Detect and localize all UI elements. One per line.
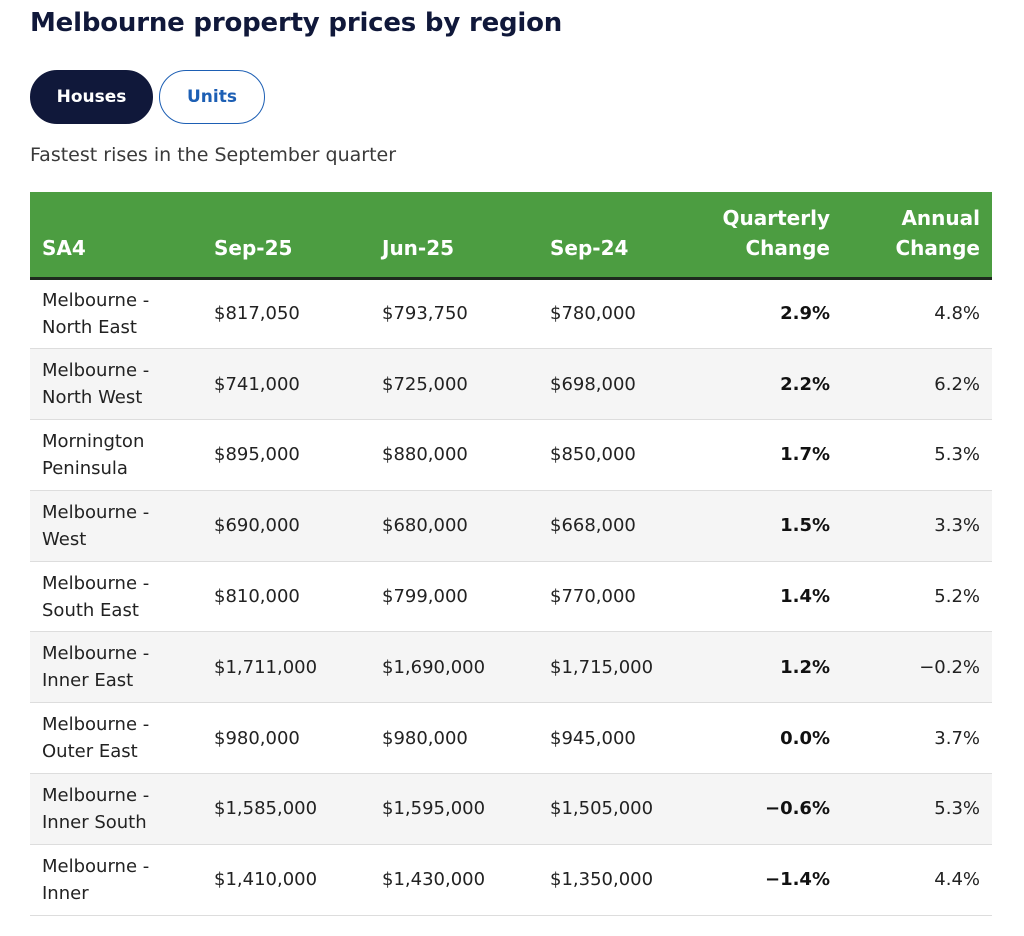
- region-cell: Melbourne - South East: [30, 561, 202, 632]
- region-line1: Melbourne -: [42, 643, 150, 665]
- region-cell: Melbourne - North West: [30, 349, 202, 420]
- sep-25-cell: $741,000: [214, 373, 300, 395]
- header-quarterly-line1: Quarterly: [722, 205, 830, 230]
- property-type-toggle: Houses Units: [30, 70, 992, 124]
- region-line1: Melbourne -: [42, 572, 150, 594]
- table-row: Melbourne - Inner South $1,585,000 $1,595…: [30, 773, 992, 845]
- region-line2: North East: [42, 316, 137, 338]
- content-container: Melbourne property prices by region Hous…: [30, 8, 992, 916]
- annual-change-cell: 5.3%: [934, 444, 980, 466]
- region-line2: Peninsula: [42, 457, 128, 479]
- header-annual-change: Annual Change: [842, 192, 992, 280]
- header-sep-24: Sep-24: [538, 192, 706, 280]
- sep-24-cell: $668,000: [550, 515, 636, 537]
- units-button[interactable]: Units: [159, 70, 265, 124]
- jun-25-cell: $1,595,000: [382, 798, 486, 820]
- jun-25-cell: $880,000: [382, 444, 468, 466]
- sep-24-cell: $1,350,000: [550, 869, 654, 891]
- region-cell: Melbourne - North East: [30, 278, 202, 349]
- quarterly-change-cell: −0.6%: [764, 798, 830, 820]
- annual-change-cell: 4.8%: [934, 303, 980, 325]
- annual-change-cell: 5.2%: [934, 586, 980, 608]
- annual-change-cell: 3.3%: [934, 515, 980, 537]
- table-row: Melbourne - North West $741,000 $725,000 …: [30, 348, 992, 420]
- annual-change-cell: −0.2%: [919, 656, 980, 678]
- table-row: Melbourne - West $690,000 $680,000 $668,0…: [30, 490, 992, 562]
- annual-change-cell: 4.4%: [934, 869, 980, 891]
- quarterly-change-cell: 1.2%: [780, 656, 830, 678]
- table-row: Melbourne - Inner East $1,711,000 $1,690,…: [30, 631, 992, 703]
- table-header-row: SA4 Sep-25 Jun-25 Sep-24 Quarterly Change…: [30, 192, 992, 280]
- region-cell: Melbourne - Inner: [30, 844, 202, 915]
- sep-24-cell: $780,000: [550, 303, 636, 325]
- region-line1: Melbourne -: [42, 714, 150, 736]
- region-line2: Outer East: [42, 741, 138, 763]
- houses-button[interactable]: Houses: [30, 70, 153, 124]
- quarterly-change-cell: 1.7%: [780, 444, 830, 466]
- region-cell: Mornington Peninsula: [30, 420, 202, 491]
- quarterly-change-cell: −1.4%: [764, 869, 830, 891]
- header-annual-line2: Change: [895, 235, 980, 260]
- header-quarterly-line2: Change: [745, 235, 830, 260]
- region-line1: Mornington: [42, 430, 145, 452]
- table-row: Mornington Peninsula $895,000 $880,000 $8…: [30, 420, 992, 491]
- region-line1: Melbourne -: [42, 784, 150, 806]
- region-line2: Inner: [42, 882, 89, 904]
- sep-25-cell: $810,000: [214, 586, 300, 608]
- sep-24-cell: $770,000: [550, 586, 636, 608]
- jun-25-cell: $1,690,000: [382, 656, 486, 678]
- region-cell: Melbourne - Inner East: [30, 632, 202, 703]
- region-line1: Melbourne -: [42, 855, 150, 877]
- jun-25-cell: $1,430,000: [382, 869, 486, 891]
- quarterly-change-cell: 0.0%: [780, 727, 830, 749]
- annual-change-cell: 5.3%: [934, 798, 980, 820]
- table-row: Melbourne - South East $810,000 $799,000 …: [30, 561, 992, 632]
- region-line1: Melbourne -: [42, 501, 150, 523]
- table-row: Melbourne - Inner $1,410,000 $1,430,000 $…: [30, 844, 992, 916]
- region-cell: Melbourne - West: [30, 490, 202, 561]
- quarterly-change-cell: 2.2%: [780, 373, 830, 395]
- sep-24-cell: $1,715,000: [550, 656, 654, 678]
- header-sep-25: Sep-25: [202, 192, 370, 280]
- sep-24-cell: $850,000: [550, 444, 636, 466]
- prices-table: SA4 Sep-25 Jun-25 Sep-24 Quarterly Change…: [30, 192, 992, 916]
- header-quarterly-change: Quarterly Change: [706, 192, 842, 280]
- region-line2: West: [42, 528, 87, 550]
- header-sa4: SA4: [30, 192, 202, 280]
- annual-change-cell: 3.7%: [934, 727, 980, 749]
- quarterly-change-cell: 1.4%: [780, 586, 830, 608]
- jun-25-cell: $793,750: [382, 303, 468, 325]
- sep-25-cell: $1,585,000: [214, 798, 318, 820]
- table-subtitle: Fastest rises in the September quarter: [30, 144, 397, 166]
- sep-24-cell: $1,505,000: [550, 798, 654, 820]
- sep-24-cell: $945,000: [550, 727, 636, 749]
- quarterly-change-cell: 2.9%: [780, 303, 830, 325]
- region-line1: Melbourne -: [42, 360, 150, 382]
- header-jun-25: Jun-25: [370, 192, 538, 280]
- header-annual-line1: Annual: [901, 205, 980, 230]
- sep-25-cell: $980,000: [214, 727, 300, 749]
- region-line2: South East: [42, 599, 139, 621]
- jun-25-cell: $680,000: [382, 515, 468, 537]
- jun-25-cell: $725,000: [382, 373, 468, 395]
- sep-25-cell: $1,711,000: [214, 656, 318, 678]
- region-line2: Inner East: [42, 670, 134, 692]
- table-row: Melbourne - North East $817,050 $793,750 …: [30, 278, 992, 349]
- sep-24-cell: $698,000: [550, 373, 636, 395]
- sep-25-cell: $895,000: [214, 444, 300, 466]
- region-cell: Melbourne - Outer East: [30, 703, 202, 774]
- page-title: Melbourne property prices by region: [30, 8, 563, 38]
- sep-25-cell: $690,000: [214, 515, 300, 537]
- quarterly-change-cell: 1.5%: [780, 515, 830, 537]
- jun-25-cell: $799,000: [382, 586, 468, 608]
- region-line2: Inner South: [42, 811, 147, 833]
- region-line1: Melbourne -: [42, 289, 150, 311]
- annual-change-cell: 6.2%: [934, 373, 980, 395]
- sep-25-cell: $1,410,000: [214, 869, 318, 891]
- sep-25-cell: $817,050: [214, 303, 300, 325]
- jun-25-cell: $980,000: [382, 727, 468, 749]
- table-row: Melbourne - Outer East $980,000 $980,000 …: [30, 703, 992, 774]
- region-cell: Melbourne - Inner South: [30, 774, 202, 845]
- region-line2: North West: [42, 387, 143, 409]
